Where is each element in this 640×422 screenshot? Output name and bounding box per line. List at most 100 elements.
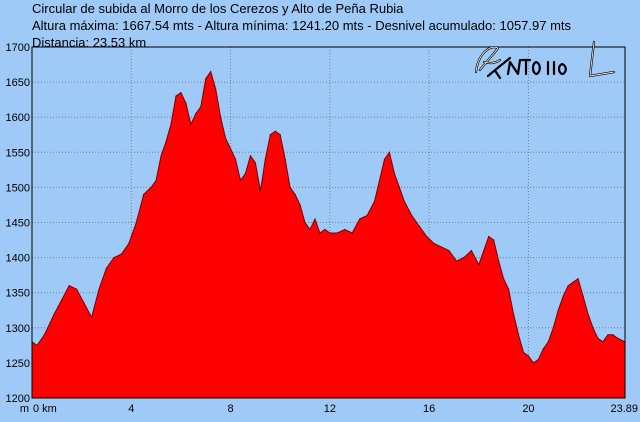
elevation-point: [230, 148, 232, 150]
elevation-point: [294, 193, 296, 195]
elevation-point: [403, 200, 405, 202]
elevation-point: [547, 341, 549, 343]
elevation-point: [378, 179, 381, 181]
plot-frame: [31, 46, 626, 399]
tick-labels: 1200 1250 1300 1350 1400 1450 1500 1550 1600 1650…: [6, 42, 638, 415]
elevation-point: [200, 106, 202, 108]
elevation-point: [433, 243, 435, 245]
x-tick-label: 16: [423, 403, 435, 415]
elevation-point: [488, 235, 490, 238]
elevation-point: [175, 95, 177, 97]
y-tick-label: 1250: [6, 358, 30, 370]
elevation-point: [225, 137, 227, 139]
elevation-point: [527, 355, 530, 357]
elevation-point: [329, 232, 331, 234]
elevation-point: [180, 92, 182, 94]
elevation-point: [418, 225, 420, 227]
elevation-area: [31, 70, 626, 399]
elevation-point: [98, 288, 100, 290]
elevation-point: [577, 278, 579, 280]
elevation-point: [470, 250, 472, 252]
elevation-point: [244, 172, 247, 174]
elevation-point: [478, 264, 480, 266]
x-tick-label: 8: [228, 403, 234, 415]
elevation-point: [517, 334, 520, 336]
elevation-point: [91, 316, 93, 318]
elevation-point: [135, 221, 137, 224]
y-tick-label: 1550: [6, 147, 30, 159]
y-tick-label: 1650: [6, 77, 30, 89]
elevation-point: [264, 158, 266, 160]
elevation-point: [463, 257, 465, 259]
elevation-point: [220, 116, 222, 118]
elevation-point: [143, 193, 145, 195]
elevation-point: [289, 186, 291, 188]
distance-label: Distancia: 23.53 km: [32, 35, 147, 50]
elevation-point: [383, 158, 386, 160]
elevation-point: [522, 351, 525, 353]
elevation-point: [508, 288, 510, 290]
elevation-point: [36, 344, 38, 346]
elevation-stats: Altura máxima: 1667.54 mts - Altura míni…: [32, 18, 572, 33]
chart-header: Circular de subida al Morro de los Cerez…: [32, 0, 571, 51]
y-tick-label: 1350: [6, 288, 30, 300]
elevation-point: [284, 158, 286, 160]
x-unit-label: m: [20, 403, 29, 415]
elevation-area-series: [31, 70, 626, 399]
y-tick-label: 1450: [6, 218, 30, 230]
elevation-point: [83, 302, 85, 304]
elevation-point: [61, 299, 63, 301]
elevation-point: [304, 221, 306, 224]
elevation-point: [388, 151, 390, 153]
elevation-point: [602, 341, 604, 343]
elevation-point: [344, 228, 346, 231]
elevation-point: [592, 327, 594, 329]
elevation-point: [324, 228, 326, 231]
elevation-point: [150, 186, 152, 188]
elevation-point: [254, 162, 256, 164]
elevation-point: [411, 214, 413, 217]
elevation-point: [165, 141, 167, 143]
elevation-point: [441, 246, 443, 248]
author-signature-logo: [474, 40, 616, 80]
elevation-point: [53, 313, 55, 315]
elevation-point: [503, 278, 505, 280]
elevation-point: [587, 313, 589, 315]
elevation-point: [113, 257, 115, 259]
elevation-point: [314, 218, 316, 220]
elevation-point: [259, 190, 261, 192]
elevation-point: [299, 204, 301, 206]
elevation-point: [274, 130, 276, 132]
elevation-point: [269, 134, 271, 136]
elevation-point: [239, 179, 242, 181]
elevation-point: [234, 158, 237, 160]
elevation-point: [393, 172, 395, 174]
x-tick-label: 4: [128, 403, 134, 415]
x-tick-label: 0 km: [33, 403, 57, 415]
elevation-point: [562, 295, 564, 297]
elevation-point: [185, 102, 187, 104]
elevation-point: [190, 123, 192, 125]
elevation-point: [336, 232, 338, 234]
elevation-point: [455, 260, 458, 262]
elevation-point: [398, 186, 400, 188]
y-tick-label: 1700: [6, 42, 30, 54]
x-tick-label: 23.89: [610, 403, 638, 415]
elevation-point: [359, 218, 361, 220]
elevation-point: [279, 134, 281, 136]
elevation-point: [617, 337, 619, 339]
elevation-point: [76, 288, 78, 290]
x-tick-label: 20: [522, 403, 534, 415]
elevation-point: [170, 123, 172, 125]
elevation-point: [68, 285, 70, 287]
elevation-point: [366, 214, 368, 217]
elevation-point: [542, 348, 544, 350]
y-tick-label: 1500: [6, 182, 30, 194]
elevation-point: [572, 281, 574, 283]
elevation-point: [351, 232, 353, 234]
elevation-point: [448, 250, 450, 252]
y-tick-label: 1200: [6, 393, 30, 405]
elevation-point: [483, 250, 485, 252]
elevation-point: [607, 334, 609, 336]
elevation-point: [205, 78, 207, 80]
